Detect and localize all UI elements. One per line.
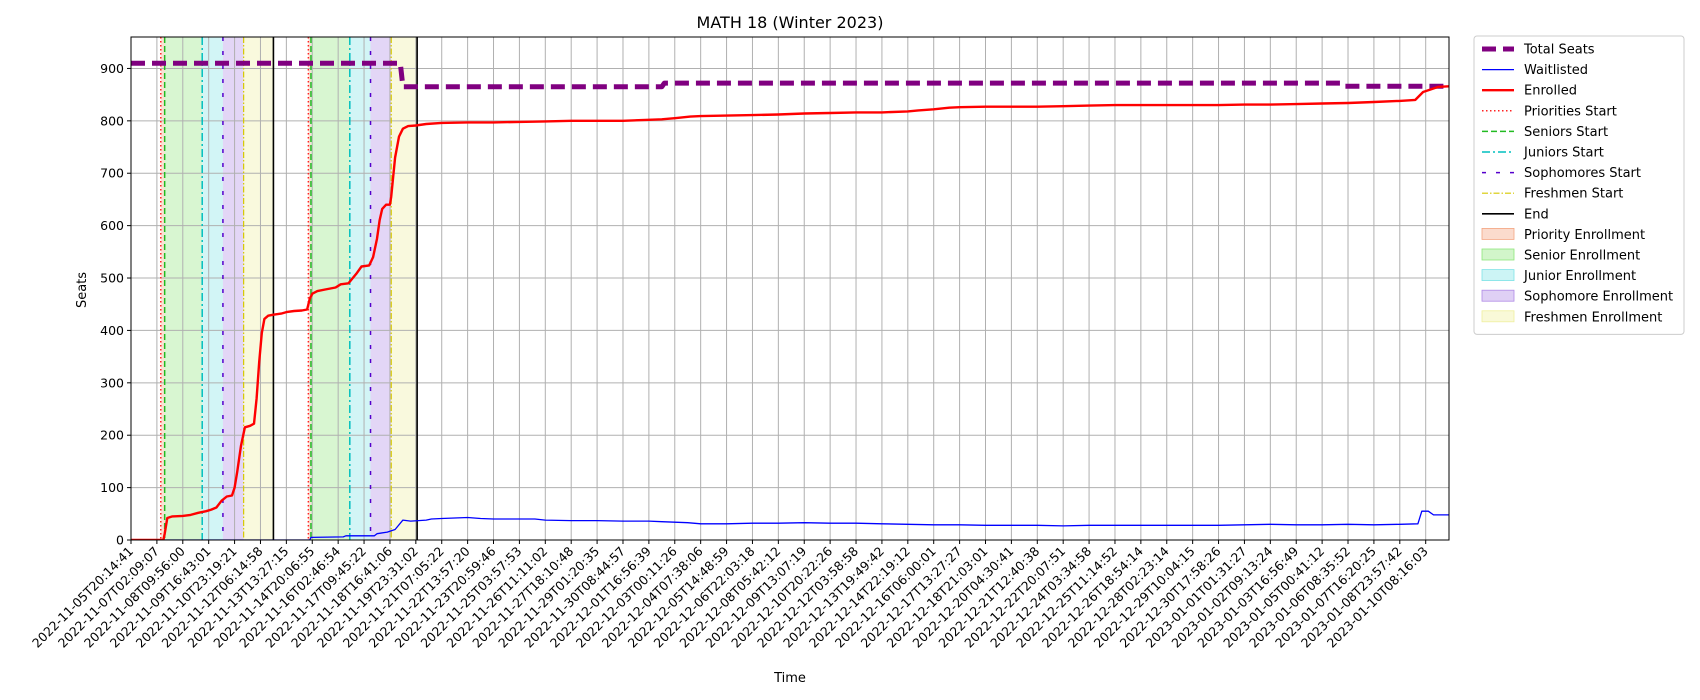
- y-tick-label-8: 800: [100, 113, 124, 128]
- shaded-region-senior-enrollment-0: [164, 37, 203, 540]
- y-tick-label-4: 400: [100, 323, 124, 338]
- legend-swatch-senior-enrollment: [1481, 248, 1515, 261]
- legend-label-total-seats: Total Seats: [1523, 43, 1595, 58]
- legend-label-juniors-start: Juniors Start: [1523, 146, 1604, 161]
- series-line-total-seats: [131, 60, 1449, 90]
- y-axis-title: Seats: [75, 272, 90, 308]
- legend-label-junior-enrollment: Junior Enrollment: [1523, 269, 1636, 284]
- plot-frame: [130, 36, 1450, 541]
- y-tick-label-6: 600: [100, 218, 124, 233]
- legend-label-sophomore-enrollment: Sophomore Enrollment: [1524, 290, 1673, 305]
- legend-box: [1473, 35, 1685, 335]
- shaded-region-junior-enrollment-1: [349, 37, 371, 540]
- legend-swatch-priority-enrollment: [1481, 227, 1515, 240]
- legend-label-freshmen-start: Freshmen Start: [1524, 187, 1623, 202]
- legend-label-end: End: [1524, 207, 1549, 222]
- legend-label-freshmen-enrollment: Freshmen Enrollment: [1524, 310, 1662, 325]
- shaded-region-freshmen-enrollment-1: [391, 37, 418, 540]
- legend: Total Seats Waitlisted Enrolled Priorities …: [1473, 35, 1685, 335]
- plot-area: 01002003004005006007008009002022-11-05T2…: [29, 36, 1450, 651]
- legend-label-priorities-start: Priorities Start: [1524, 104, 1617, 119]
- y-tick-label-5: 500: [100, 271, 124, 286]
- y-tick-label-3: 300: [100, 375, 124, 390]
- legend-label-priority-enrollment: Priority Enrollment: [1524, 228, 1645, 243]
- y-tick-label-9: 900: [100, 61, 124, 76]
- shaded-region-sophomore-enrollment-0: [222, 37, 244, 540]
- shaded-region-priority-enrollment-1: [308, 37, 311, 540]
- legend-label-enrolled: Enrolled: [1524, 84, 1577, 99]
- shaded-region-junior-enrollment-0: [202, 37, 223, 540]
- x-axis-title: Time: [773, 671, 806, 686]
- series-line-enrolled: [131, 85, 1449, 540]
- shaded-region-priority-enrollment-0: [160, 37, 165, 540]
- y-tick-label-7: 700: [100, 166, 124, 181]
- legend-label-senior-enrollment: Senior Enrollment: [1524, 249, 1640, 264]
- chart-title: MATH 18 (Winter 2023): [697, 13, 884, 32]
- y-tick-label-2: 200: [100, 428, 124, 443]
- shaded-region-freshmen-enrollment-0: [243, 37, 274, 540]
- legend-label-waitlisted: Waitlisted: [1524, 63, 1588, 78]
- legend-label-sophomores-start: Sophomores Start: [1524, 166, 1641, 181]
- legend-swatch-freshmen-enrollment: [1481, 310, 1515, 323]
- legend-swatch-junior-enrollment: [1481, 269, 1515, 282]
- legend-label-seniors-start: Seniors Start: [1524, 125, 1608, 140]
- legend-swatch-sophomore-enrollment: [1481, 289, 1515, 302]
- y-tick-label-0: 0: [116, 533, 124, 548]
- y-tick-label-1: 100: [100, 480, 124, 495]
- shaded-region-sophomore-enrollment-1: [370, 37, 392, 540]
- series-line-waitlisted: [131, 510, 1449, 540]
